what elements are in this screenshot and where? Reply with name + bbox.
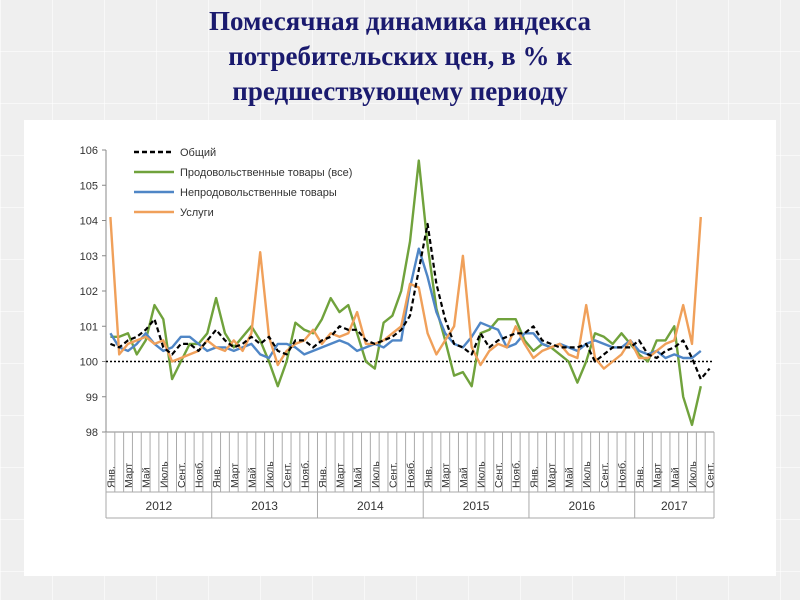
- month-tick-label: Июль: [370, 461, 382, 488]
- month-tick-label: Сент.: [282, 462, 294, 488]
- month-tick-label: Июль: [158, 461, 170, 488]
- y-tick-label: 99: [86, 392, 98, 404]
- month-tick-label: Сент.: [387, 462, 399, 488]
- series-line-1: [110, 159, 702, 427]
- y-tick-label: 100: [80, 357, 98, 369]
- month-tick-label: Май: [564, 467, 576, 488]
- month-tick-label: Июль: [264, 461, 276, 488]
- cpi-line-chart: 98 99 100 101 102 103 104 105 106 Янв. Март Май Июль…: [80, 145, 717, 519]
- month-tick-label: Март: [229, 463, 241, 488]
- month-tick-label: Сент.: [599, 462, 611, 488]
- chart-panel: 98 99 100 101 102 103 104 105 106 Янв. Март Май Июль…: [24, 120, 776, 576]
- chart-axes: 98 99 100 101 102 103 104 105 106 Янв. Март Май Июль…: [80, 145, 717, 519]
- month-tick-label: Март: [335, 463, 347, 488]
- month-tick-label: Сент.: [705, 462, 717, 488]
- y-tick-label: 106: [80, 145, 98, 157]
- year-label: 2013: [251, 499, 278, 513]
- month-tick-label: Нояб.: [299, 460, 311, 488]
- year-label: 2017: [661, 499, 688, 513]
- y-tick-label: 98: [86, 427, 98, 439]
- month-tick-label: Июль: [475, 461, 487, 488]
- year-label: 2016: [568, 499, 595, 513]
- month-tick-label: Март: [546, 463, 558, 488]
- y-tick-label: 101: [80, 321, 98, 333]
- chart-series: [109, 159, 711, 427]
- month-tick-label: Май: [246, 467, 258, 488]
- title-line-3: предшествующему периоду: [232, 76, 568, 106]
- y-tick-label: 104: [80, 216, 98, 228]
- series-line-0: [109, 222, 711, 381]
- month-tick-label: Март: [123, 463, 135, 488]
- legend-label-1: Продовольственные товары (все): [180, 167, 352, 179]
- month-tick-label: Май: [669, 467, 681, 488]
- chart-legend: Общий Продовольственные товары (все) Непро…: [134, 147, 352, 219]
- legend-label-3: Услуги: [180, 207, 214, 219]
- month-tick-label: Май: [458, 467, 470, 488]
- series-line-2: [109, 247, 702, 360]
- legend-label-0: Общий: [180, 147, 216, 159]
- legend-label-2: Непродовольственные товары: [180, 187, 337, 199]
- month-tick-label: Май: [352, 467, 364, 488]
- month-tick-label: Янв.: [528, 466, 540, 488]
- month-tick-label: Нояб.: [616, 460, 628, 488]
- month-tick-label: Янв.: [105, 466, 117, 488]
- month-tick-label: Янв.: [423, 466, 435, 488]
- y-tick-label: 102: [80, 286, 98, 298]
- month-tick-label: Сент.: [176, 462, 188, 488]
- slide-title: Помесячная динамика индекса потребительс…: [0, 4, 800, 109]
- month-tick-label: Июль: [581, 461, 593, 488]
- title-line-1: Помесячная динамика индекса: [209, 6, 591, 36]
- month-tick-label: Июль: [687, 461, 699, 488]
- month-tick-label: Нояб.: [194, 460, 206, 488]
- y-tick-label: 105: [80, 180, 98, 192]
- month-tick-label: Янв.: [317, 466, 329, 488]
- month-tick-label: Май: [141, 467, 153, 488]
- month-tick-label: Март: [440, 463, 452, 488]
- year-label: 2012: [146, 499, 173, 513]
- month-tick-label: Нояб.: [511, 460, 523, 488]
- year-label: 2015: [463, 499, 490, 513]
- month-tick-label: Янв.: [634, 466, 646, 488]
- year-label: 2014: [357, 499, 384, 513]
- series-line-3: [109, 216, 702, 370]
- month-tick-label: Нояб.: [405, 460, 417, 488]
- y-tick-label: 103: [80, 251, 98, 263]
- month-tick-label: Сент.: [493, 462, 505, 488]
- month-tick-label: Янв.: [211, 466, 223, 488]
- title-line-2: потребительских цен, в % к: [228, 41, 572, 71]
- month-tick-label: Март: [652, 463, 664, 488]
